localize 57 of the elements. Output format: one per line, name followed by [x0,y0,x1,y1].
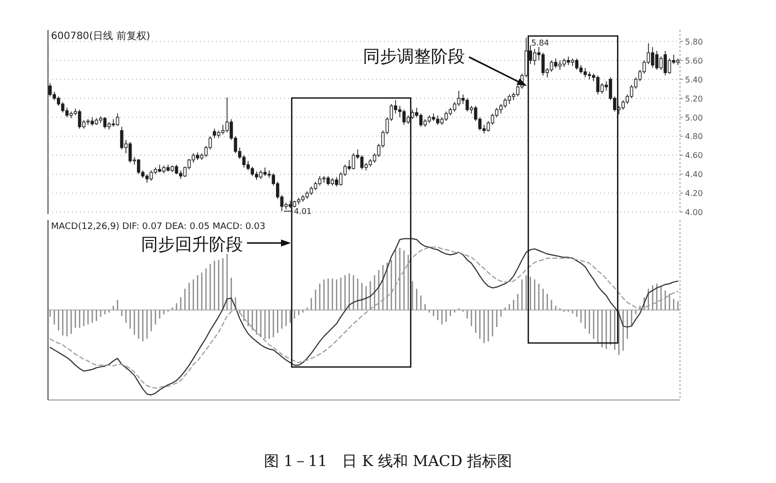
y-tick-label: 4.60 [685,151,703,160]
candlestick [263,167,267,176]
candlestick [659,56,663,70]
candlestick [212,128,216,139]
candlestick [246,160,250,171]
candlestick [107,122,111,130]
candlestick [196,152,200,160]
y-tick-label: 4.20 [685,189,703,198]
candlestick [570,58,574,66]
candlestick [86,118,90,126]
candlestick [306,190,309,200]
candlestick [221,124,224,135]
candlestick [301,194,305,202]
annotation: 同步调整阶段 [363,47,465,67]
candlestick [242,154,246,168]
candlestick [448,107,452,116]
chart-title: 600780(日线 前复权) [51,30,150,42]
candlestick [48,82,52,97]
candlestick [558,60,562,70]
candlestick [402,109,406,126]
y-tick-label: 4.80 [685,132,703,142]
candlestick [254,170,258,180]
annotation: 4.01 [294,207,312,216]
candlestick [588,71,592,80]
candlestick [322,176,326,184]
candlestick [550,60,554,72]
y-tick-label: 4.40 [685,170,703,180]
candlestick [423,118,427,128]
candlestick [676,58,680,66]
candlestick [541,52,545,76]
candlestick [116,113,120,126]
y-tick-label: 5.40 [685,75,703,84]
y-tick-label: 5.80 [685,37,703,46]
candlestick [145,174,149,184]
candlestick [440,116,444,126]
candlestick [335,176,338,187]
y-tick-label: 5.60 [685,56,703,66]
candlestick [217,130,220,139]
candlestick [419,113,422,128]
candlestick [533,48,536,66]
y-tick-label: 4.00 [685,208,703,218]
candlestick [360,154,364,170]
candlestick [330,178,334,186]
y-tick-label: 5.20 [685,94,703,104]
candlestick [622,100,625,110]
candlestick [166,164,170,172]
annotation: 5.84 [531,38,550,48]
candlestick [499,104,503,114]
candlestick [452,102,456,112]
candlestick [562,58,566,68]
candlestick [162,165,166,174]
y-tick-label: 5.00 [685,113,703,122]
candlestick [651,46,654,68]
candlestick [504,98,507,108]
candlestick [432,113,436,122]
candlestick [508,94,511,104]
candlestick [78,109,82,130]
